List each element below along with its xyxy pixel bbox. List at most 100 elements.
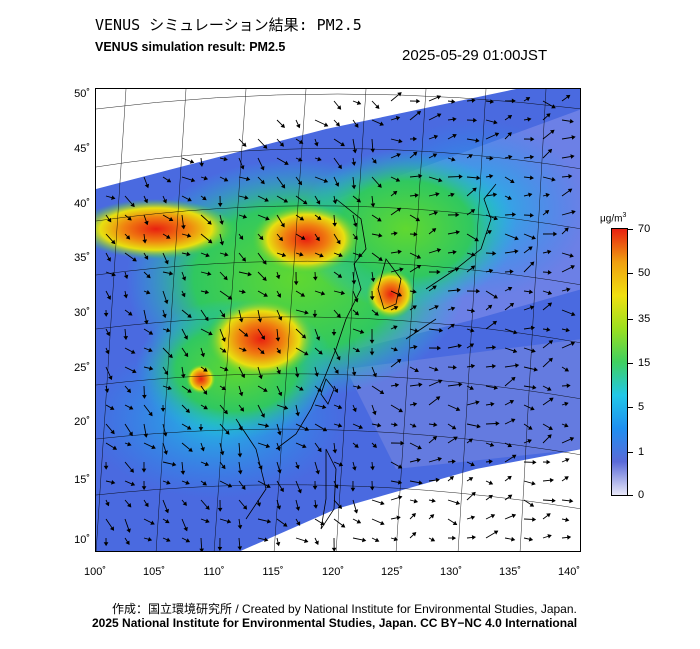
- wind-arrowhead: [105, 331, 111, 337]
- wind-arrowhead: [413, 231, 418, 237]
- wind-arrowhead: [282, 522, 288, 527]
- wind-arrowhead: [487, 230, 492, 235]
- wind-arrowhead: [547, 249, 552, 255]
- wind-arrowhead: [148, 411, 153, 417]
- wind-arrowhead: [277, 469, 282, 474]
- wind-arrowhead: [276, 293, 281, 298]
- wind-arrowhead: [393, 422, 398, 427]
- wind-arrowhead: [548, 357, 553, 363]
- wind-arrowhead: [452, 365, 457, 370]
- wind-arrowhead: [105, 349, 110, 355]
- wind-arrowhead: [333, 388, 339, 394]
- wind-arrowhead: [208, 331, 213, 336]
- wind-arrowhead: [413, 136, 418, 142]
- wind-arrowhead: [568, 174, 573, 179]
- wind-arrowhead: [455, 212, 460, 218]
- wind-arrowhead: [312, 313, 318, 318]
- wind-arrowhead: [164, 259, 169, 265]
- wind-arrowhead: [238, 391, 244, 397]
- wind-arrowhead: [313, 504, 318, 509]
- wind-arrowhead: [258, 465, 263, 470]
- wind-arrowhead: [132, 368, 137, 374]
- wind-arrowhead: [105, 501, 110, 507]
- wind-arrowhead: [237, 453, 243, 458]
- wind-arrowhead: [399, 267, 404, 272]
- wind-arrowhead: [240, 373, 246, 379]
- wind-arrowhead: [147, 537, 153, 542]
- wind-arrowhead: [569, 437, 575, 442]
- wind-arrowhead: [531, 348, 536, 353]
- wind-arrowhead: [564, 476, 569, 481]
- wind-arrowhead: [185, 480, 190, 485]
- wind-arrowhead: [143, 433, 149, 438]
- wind-arrowhead: [553, 231, 558, 237]
- wind-arrowhead: [358, 424, 364, 429]
- wind-arrowhead: [275, 541, 281, 547]
- lat-label-10: 10˚: [74, 534, 90, 546]
- wind-arrowhead: [319, 253, 324, 258]
- wind-arrowhead: [334, 369, 339, 374]
- wind-arrowhead: [436, 95, 442, 100]
- wind-arrowhead: [315, 236, 320, 242]
- wind-arrowhead: [126, 388, 132, 393]
- wind-arrowhead: [163, 450, 168, 455]
- wind-arrowhead: [148, 347, 153, 353]
- wind-arrowhead: [203, 405, 208, 410]
- wind-arrowhead: [511, 454, 517, 459]
- wind-arrowhead: [301, 334, 307, 339]
- wind-vectors: [103, 92, 576, 551]
- wind-arrowhead: [397, 92, 402, 97]
- wind-arrowhead: [433, 210, 439, 216]
- wind-arrowhead: [199, 548, 204, 551]
- lat-label-45: 45˚: [74, 143, 90, 155]
- wind-arrowhead: [223, 177, 229, 182]
- wind-arrowhead: [110, 429, 115, 435]
- wind-arrowhead: [546, 113, 551, 118]
- wind-arrowhead: [185, 408, 190, 413]
- wind-arrowhead: [417, 445, 422, 450]
- wind-arrowhead: [125, 540, 130, 546]
- wind-arrowhead: [530, 406, 535, 411]
- wind-arrowhead: [471, 98, 476, 103]
- wind-arrowhead: [507, 195, 512, 200]
- wind-arrowhead: [545, 192, 550, 198]
- wind-arrowhead: [146, 273, 151, 279]
- wind-arrowhead: [457, 343, 462, 349]
- wind-arrowhead: [145, 289, 151, 295]
- wind-arrowhead: [369, 296, 375, 301]
- wind-arrowhead: [452, 520, 458, 525]
- wind-arrowhead: [450, 323, 455, 328]
- wind-arrowhead: [375, 104, 380, 109]
- wind-arrowhead: [181, 225, 186, 230]
- wind-arrowhead: [237, 546, 243, 551]
- wind-arrowhead: [188, 447, 193, 452]
- wind-arrowhead: [180, 374, 186, 379]
- wind-arrowhead: [511, 98, 516, 104]
- wind-arrowhead: [412, 402, 418, 407]
- wind-arrowhead: [432, 285, 437, 290]
- wind-arrowhead: [304, 538, 309, 543]
- wind-arrowhead: [168, 271, 174, 276]
- wind-arrowhead: [337, 164, 342, 170]
- wind-arrowhead: [547, 534, 552, 539]
- wind-arrowhead: [452, 116, 457, 122]
- wind-arrowhead: [454, 267, 460, 272]
- wind-arrowhead: [450, 192, 455, 198]
- wind-arrowhead: [509, 269, 514, 274]
- wind-arrowhead: [507, 475, 512, 481]
- wind-arrowhead: [168, 353, 173, 359]
- lon-label-125: 125˚: [380, 566, 404, 578]
- wind-arrowhead: [260, 165, 265, 171]
- wind-arrowhead: [227, 295, 233, 300]
- wind-arrowhead: [566, 383, 571, 389]
- wind-arrowhead: [219, 220, 224, 225]
- wind-arrowhead: [380, 520, 385, 526]
- wind-arrowhead: [280, 222, 285, 228]
- lon-label-110: 110˚: [203, 566, 225, 578]
- wind-arrowhead: [529, 212, 534, 218]
- title-english: VENUS simulation result: PM2.5: [95, 40, 286, 54]
- wind-arrowhead: [490, 401, 495, 407]
- wind-arrowhead: [432, 153, 438, 158]
- wind-arrowhead: [546, 327, 551, 332]
- wind-arrowhead: [455, 230, 461, 235]
